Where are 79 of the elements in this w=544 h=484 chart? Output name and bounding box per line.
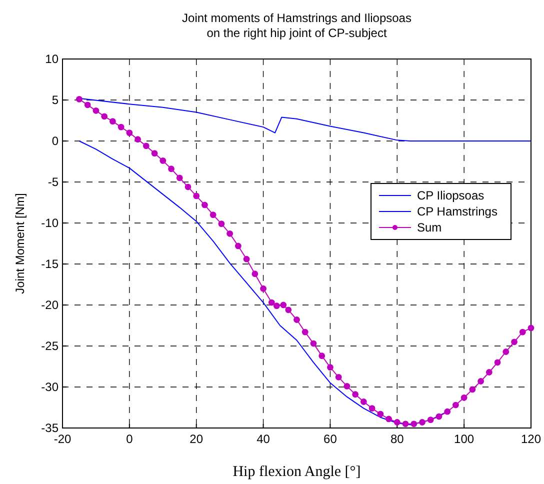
- legend-label: Sum: [417, 220, 442, 234]
- point: [478, 378, 484, 384]
- point: [210, 212, 216, 218]
- y-tick-label: -30: [41, 380, 59, 394]
- point: [280, 302, 287, 308]
- point: [452, 402, 459, 408]
- point: [101, 113, 108, 120]
- point: [109, 118, 116, 125]
- point: [352, 391, 359, 398]
- y-tick-label: -5: [48, 175, 59, 189]
- legend-label: CP Iliopsoas: [417, 188, 484, 202]
- point: [142, 142, 150, 150]
- point: [469, 386, 476, 393]
- point: [126, 130, 133, 136]
- point: [226, 230, 234, 237]
- point: [84, 102, 91, 108]
- point: [394, 419, 400, 426]
- x-tick-label: 40: [256, 432, 270, 446]
- point: [168, 166, 174, 172]
- point: [134, 136, 141, 143]
- point: [327, 364, 334, 371]
- point: [460, 394, 468, 401]
- x-tick-label: 120: [520, 432, 542, 446]
- point: [386, 416, 392, 422]
- y-tick-label: -25: [41, 339, 59, 353]
- y-tick-label: -20: [41, 298, 59, 312]
- x-tick-label: 100: [454, 432, 474, 446]
- x-tick-label: 0: [126, 432, 134, 446]
- point: [368, 405, 376, 412]
- x-tick-label: 80: [390, 432, 404, 446]
- point: [234, 242, 242, 250]
- point: [151, 150, 158, 156]
- point: [436, 413, 442, 420]
- point: [486, 369, 492, 376]
- point: [419, 419, 426, 426]
- point: [193, 192, 200, 200]
- y-tick-label: -10: [41, 216, 59, 230]
- point: [294, 316, 300, 323]
- chart-title: Joint moments of Hamstrings and Iliopsoas on the right hip joint of CP-subject: [182, 11, 412, 40]
- point: [76, 96, 82, 102]
- point: [410, 420, 418, 428]
- point: [160, 157, 166, 164]
- y-tick-label: 10: [45, 52, 59, 66]
- point: [427, 416, 434, 423]
- point: [273, 302, 280, 310]
- point: [511, 338, 518, 346]
- point: [176, 174, 183, 182]
- x-tick-label: 20: [190, 432, 204, 446]
- point: [202, 202, 208, 208]
- point: [285, 306, 292, 314]
- point: [318, 352, 326, 360]
- point: [92, 107, 100, 114]
- point: [268, 299, 275, 306]
- point: [252, 270, 258, 278]
- point: [118, 124, 124, 130]
- point: [184, 184, 192, 190]
- x-tick-label: 60: [324, 432, 338, 446]
- point: [218, 220, 225, 228]
- y-tick-label: -35: [41, 421, 59, 435]
- point: [377, 410, 384, 418]
- point: [494, 359, 501, 366]
- point: [344, 382, 350, 390]
- legend-label: CP Hamstrings: [417, 204, 498, 218]
- point: [243, 256, 250, 262]
- x-axis-title: Hip flexion Angle [°]: [232, 464, 361, 480]
- point: [310, 340, 317, 347]
- y-axis-title: Joint Moment [Nm]: [13, 193, 27, 294]
- point: [260, 285, 266, 292]
- point: [302, 328, 308, 336]
- y-tick-label: 5: [52, 93, 59, 107]
- y-tick-label: -15: [41, 257, 59, 271]
- point: [402, 420, 409, 428]
- y-tick-label: 0: [52, 134, 59, 148]
- point: [519, 328, 526, 336]
- point: [502, 348, 510, 355]
- point: [528, 324, 534, 332]
- point: [335, 374, 342, 380]
- point: [360, 398, 367, 405]
- point: [444, 408, 451, 415]
